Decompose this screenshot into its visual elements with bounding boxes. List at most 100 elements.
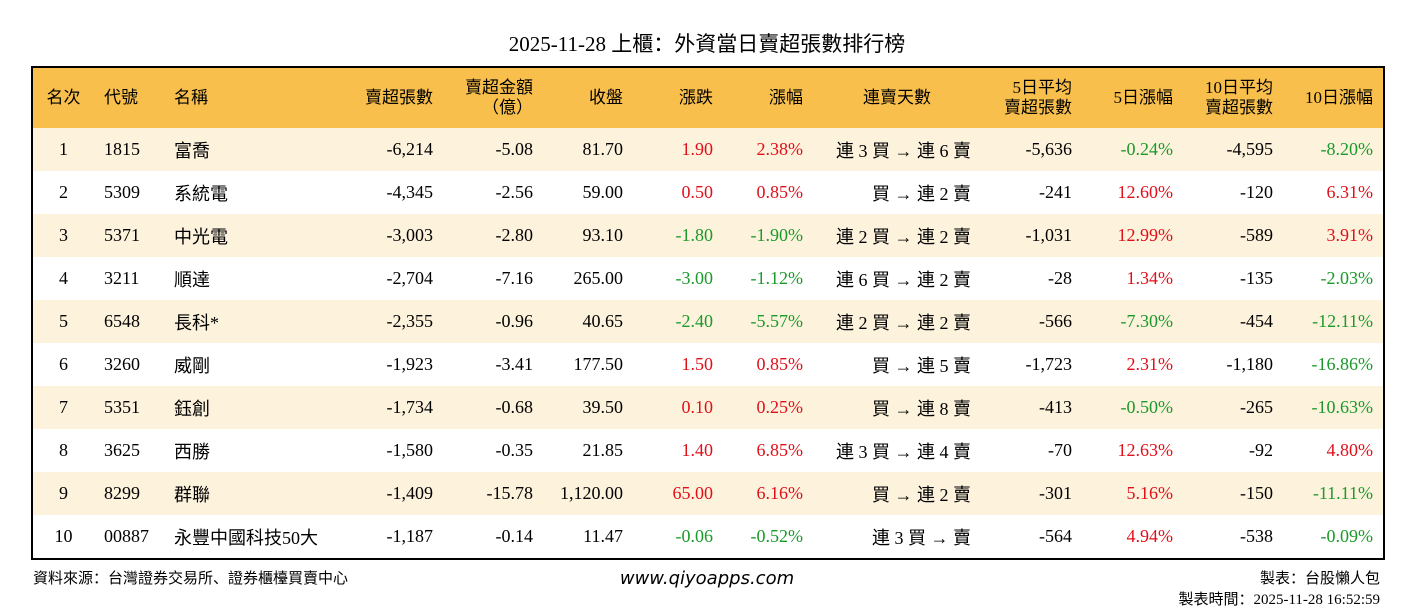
header-text: 賣超金額 xyxy=(465,78,533,97)
cell: 連 3 買 → 連 6 賣 xyxy=(813,128,981,171)
cell: 1.90 xyxy=(633,128,723,171)
header-cell: 10日漲幅 xyxy=(1283,67,1384,128)
cell: 4.80% xyxy=(1326,440,1374,460)
cell: -538 xyxy=(1240,526,1273,546)
cell: 12.60% xyxy=(1117,182,1174,202)
cell: -1,409 xyxy=(336,472,443,515)
cell: -589 xyxy=(1183,214,1283,257)
cell: -150 xyxy=(1183,472,1283,515)
cell: -1,723 xyxy=(1025,354,1073,374)
header-text: 漲跌 xyxy=(679,88,713,107)
header-cell: 漲幅 xyxy=(723,67,813,128)
cell: -0.06 xyxy=(675,526,714,546)
cell: 65.00 xyxy=(633,472,723,515)
cell: 8 xyxy=(59,440,68,460)
cell: -0.52% xyxy=(750,526,804,546)
cell: 3.91% xyxy=(1283,214,1384,257)
cell: 4 xyxy=(59,268,68,288)
cell: -4,595 xyxy=(1183,128,1283,171)
header-text: 名稱 xyxy=(174,88,208,107)
cell: 0.85% xyxy=(756,182,804,202)
cell: 8299 xyxy=(94,472,164,515)
cell: -7.30% xyxy=(1082,300,1183,343)
cell: 永豐中國科技50大 xyxy=(174,527,318,548)
cell: -413 xyxy=(981,386,1082,429)
cell: 81.70 xyxy=(543,128,633,171)
cell: -1,923 xyxy=(386,354,434,374)
cell: 買 → 連 2 賣 xyxy=(872,183,971,204)
header-text: 收盤 xyxy=(589,88,623,107)
cell: 連 6 買 → 連 2 賣 xyxy=(836,269,971,290)
cell: -120 xyxy=(1240,182,1273,202)
cell: 3260 xyxy=(104,354,140,374)
cell: 6 xyxy=(59,354,68,374)
header-text: 名次 xyxy=(46,88,81,107)
cell: 40.65 xyxy=(543,300,633,343)
cell: -1,031 xyxy=(981,214,1082,257)
cell: -8.20% xyxy=(1283,128,1384,171)
header-cell: 名稱 xyxy=(164,67,336,128)
table-row: 8 3625 西勝 -1,580 -0.35 21.85 1.40 6.85% 連 3 買 → … xyxy=(32,429,1384,472)
cell: -0.50% xyxy=(1082,386,1183,429)
source: 資料來源：台灣證券交易所、證券櫃檯買賣中心 xyxy=(33,571,349,587)
cell: 0.10 xyxy=(633,386,723,429)
cell: 富喬 xyxy=(164,128,336,171)
cell: -2,355 xyxy=(336,300,443,343)
cell: -3.00 xyxy=(675,268,714,288)
cell: -1.90% xyxy=(723,214,813,257)
cell: 0.50 xyxy=(681,182,714,202)
cell: 7 xyxy=(32,386,94,429)
table-row: 6 3260 威剛 -1,923 -3.41 177.50 1.50 0.85% 買 → 連 5… xyxy=(32,343,1384,386)
cell: -2.40 xyxy=(633,300,723,343)
header-text: 賣超張數 xyxy=(1205,98,1273,117)
cell: -15.78 xyxy=(443,472,543,515)
cell: -135 xyxy=(1240,268,1273,288)
header-text: （億） xyxy=(482,98,533,117)
cell: 6.31% xyxy=(1326,182,1374,202)
cell: 連 2 買 → 連 2 賣 xyxy=(813,300,981,343)
cell: 1.34% xyxy=(1126,268,1174,288)
cell: -1.80 xyxy=(633,214,723,257)
header-cell: 連賣天數 xyxy=(813,67,981,128)
header-text: 5日平均 xyxy=(1012,78,1073,97)
cell: -1,187 xyxy=(386,526,434,546)
header-cell: 10日平均 賣超張數 xyxy=(1183,67,1283,128)
cell: 177.50 xyxy=(573,354,624,374)
header-row: 名次 代號 名稱 賣超張數 賣超金額 （億） 收盤 漲跌 漲幅 連賣天數 5日平均 賣超張數 5日漲幅 1… xyxy=(32,67,1384,128)
cell: -7.16 xyxy=(495,268,534,288)
cell: 威剛 xyxy=(174,355,210,376)
cell: -301 xyxy=(981,472,1082,515)
cell: 93.10 xyxy=(543,214,633,257)
cell: -5,636 xyxy=(981,128,1082,171)
cell: -16.86% xyxy=(1311,354,1374,374)
header-text: 賣超張數 xyxy=(1004,98,1072,117)
cell: -2.03% xyxy=(1320,268,1374,288)
cell: 5371 xyxy=(94,214,164,257)
cell: 連 3 買 → 連 4 賣 xyxy=(836,441,971,462)
header-cell: 名次 xyxy=(32,67,94,128)
ranking-table: 名次 代號 名稱 賣超張數 賣超金額 （億） 收盤 漲跌 漲幅 連賣天數 5日平均 賣超張數 5日漲幅 1… xyxy=(31,66,1385,560)
header-text: 漲幅 xyxy=(769,88,803,107)
table-row: 9 8299 群聯 -1,409 -15.78 1,120.00 65.00 6.16% 買 →… xyxy=(32,472,1384,515)
cell: 順達 xyxy=(174,269,210,290)
cell: 1,120.00 xyxy=(543,472,633,515)
cell: 4.94% xyxy=(1126,526,1174,546)
header-cell: 收盤 xyxy=(543,67,633,128)
cell: 連 3 買 → 賣 xyxy=(872,527,971,548)
header-text: 代號 xyxy=(104,88,138,107)
cell: -0.96 xyxy=(443,300,543,343)
cell: -3.41 xyxy=(495,354,534,374)
cell: -2.80 xyxy=(443,214,543,257)
cell: 1815 xyxy=(94,128,164,171)
table-row: 3 5371 中光電 -3,003 -2.80 93.10 -1.80 -1.90% 連 2 買… xyxy=(32,214,1384,257)
cell: -6,214 xyxy=(336,128,443,171)
header-cell: 賣超張數 xyxy=(336,67,443,128)
header-cell: 5日平均 賣超張數 xyxy=(981,67,1082,128)
cell: -1,180 xyxy=(1226,354,1274,374)
cell: -0.09% xyxy=(1320,526,1374,546)
cell: -2.56 xyxy=(495,182,534,202)
cell: 0.85% xyxy=(756,354,804,374)
cell: -0.35 xyxy=(495,440,534,460)
cell: 1 xyxy=(32,128,94,171)
